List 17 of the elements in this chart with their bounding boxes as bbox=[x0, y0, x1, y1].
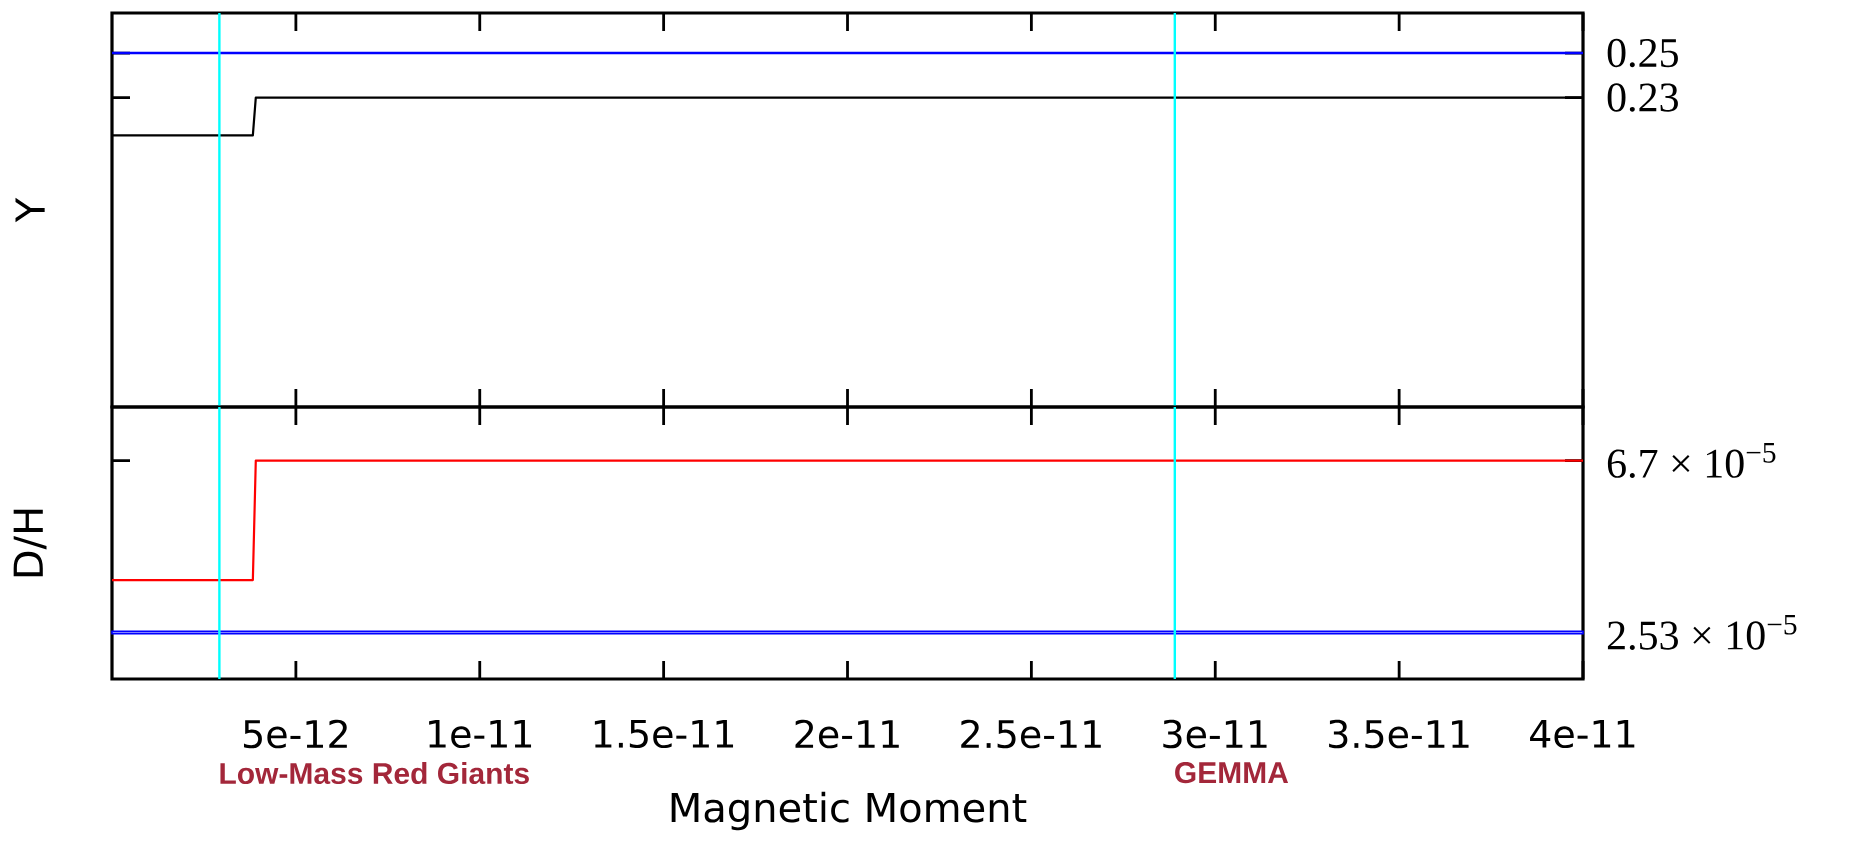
y-axis-title: Y bbox=[15, 197, 45, 223]
x-axis-title: Magnetic Moment bbox=[671, 791, 1027, 831]
x-tick-label: 3e-11 bbox=[1163, 719, 1267, 749]
y-axis-title: D/H bbox=[13, 509, 47, 577]
y-tick-label: 0.25 bbox=[1607, 38, 1678, 68]
x-tick-label: 5e-12 bbox=[243, 719, 347, 749]
ref-line-label: Low-Mass Red Giants bbox=[220, 762, 529, 785]
y-tick-label: 2.53 × 10$^{−5}$ bbox=[1607, 614, 1797, 650]
y-tick-label: 0.23 bbox=[1607, 83, 1678, 112]
x-tick-label: 4e-11 bbox=[1530, 719, 1635, 749]
ref-line-label: GEMMA bbox=[1175, 762, 1289, 784]
x-tick-label: 3.5e-11 bbox=[1329, 719, 1469, 749]
y-tick-label: 6.7 × 10$^{−5}$ bbox=[1607, 443, 1776, 479]
x-tick-label: 1.5e-11 bbox=[594, 719, 734, 749]
x-tick-label: 2e-11 bbox=[795, 719, 899, 749]
x-tick-label: 2.5e-11 bbox=[961, 719, 1101, 749]
x-tick-label: 1e-11 bbox=[429, 719, 532, 749]
